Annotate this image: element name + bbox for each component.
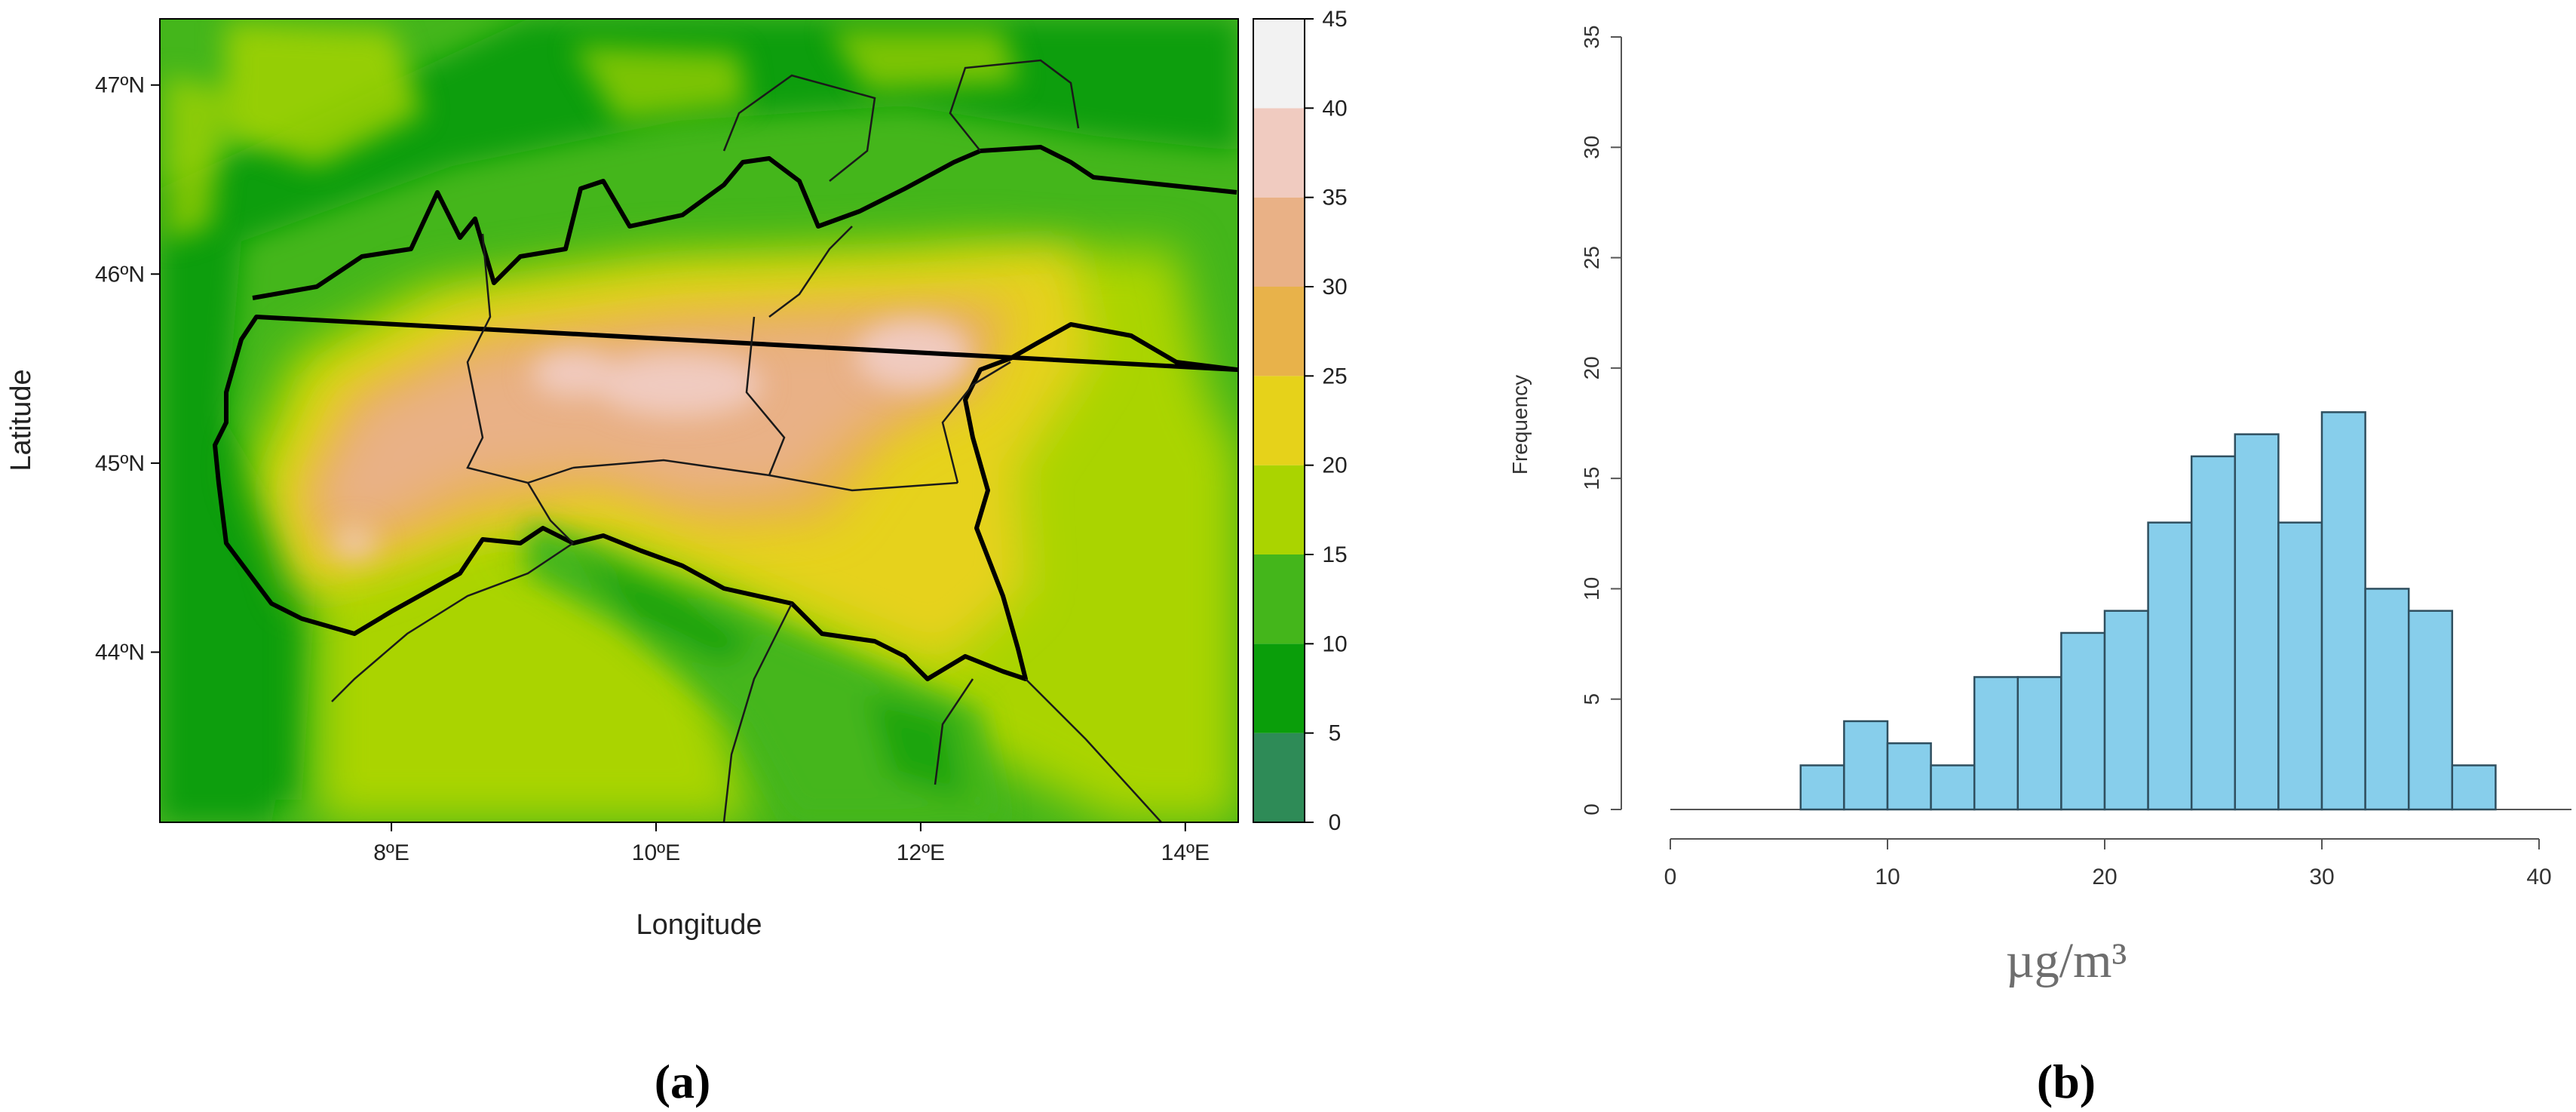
pink-zone [332, 321, 969, 560]
histogram-y-tick-label: 15 [1580, 467, 1603, 490]
colorbar-segment [1253, 733, 1305, 822]
colorbar-tick-label: 10 [1322, 631, 1347, 656]
histogram-x-tick-label: 0 [1664, 865, 1677, 889]
histogram-bar [2016, 676, 2062, 811]
histogram-bar [1930, 764, 1976, 811]
colorbar-segment [1253, 644, 1305, 733]
map-y-tick-label: 44ºN [95, 640, 145, 665]
histogram-y-tick-label: 25 [1580, 246, 1603, 269]
region-border [213, 145, 1238, 681]
histogram-bar [2451, 764, 2497, 811]
histogram-bar [2060, 631, 2106, 811]
histogram-y-tick-label: 20 [1580, 356, 1603, 379]
colorbar-frame [1253, 18, 1305, 823]
colorbar-tick-label: 40 [1322, 96, 1347, 121]
colorbar-tick-label: 5 [1329, 721, 1342, 746]
colorbar-tick-label: 45 [1322, 7, 1347, 32]
colorbar-segment [1253, 197, 1305, 287]
salmon-zone [317, 317, 980, 536]
histogram-x-tick-label: 30 [2309, 865, 2334, 889]
histogram-bar [1799, 764, 1845, 811]
histogram-y-tick-label: 0 [1580, 803, 1603, 816]
histogram-x-axis-label: µg/m³ [2006, 933, 2127, 988]
apennine-zone [528, 521, 1003, 822]
concentration-map [160, 19, 1238, 822]
histogram-bar [2364, 588, 2410, 811]
internal-border [331, 59, 1162, 822]
map-y-tick-label: 47ºN [95, 73, 145, 98]
colorbar-tick-label: 35 [1322, 186, 1347, 210]
colorbar-tick-label: 20 [1322, 453, 1347, 478]
map-y-axis-label: Latitude [5, 369, 37, 471]
map-x-tick-label: 8ºE [373, 840, 409, 865]
histogram-x-tick-label: 20 [2092, 865, 2117, 889]
map-panel: 0 5 10 15 20 25 30 35 40 45 8ºE 10ºE 12ºE 14ºE 44ºN 45… [5, 7, 1348, 941]
histogram-bar [2147, 521, 2193, 811]
map-y-tick-label: 46ºN [95, 262, 145, 287]
histogram-y-tick-label: 10 [1580, 577, 1603, 601]
histogram-bar [1843, 720, 1889, 811]
alpine-ridge-zone [166, 23, 1018, 241]
colorbar-segment [1253, 465, 1305, 554]
map-axes: 8ºE 10ºE 12ºE 14ºE 44ºN 45ºN 46ºN 47ºN [95, 73, 1210, 865]
histogram-y-tick-label: 30 [1580, 136, 1603, 159]
histogram-y-axis-label: Frequency [1508, 375, 1532, 475]
colorbar-tick-label: 25 [1322, 364, 1347, 389]
alpine-low-zone [160, 19, 1238, 822]
histogram-y-tick-label: 35 [1580, 25, 1603, 48]
histogram-bar [2190, 455, 2237, 811]
histogram-axes: 0 5 10 15 20 25 30 35 0 10 20 30 40 [1580, 25, 2552, 889]
histogram-bar [2320, 411, 2366, 811]
histogram-bar [1886, 742, 1932, 811]
histogram-bar [1973, 676, 2019, 811]
colorbar-tick-label: 15 [1322, 542, 1347, 567]
histogram-bars [1670, 411, 2571, 811]
map-x-tick-label: 12ºE [897, 840, 945, 865]
map-y-tick-label: 45ºN [95, 451, 145, 476]
histogram-x-tick-label: 40 [2526, 865, 2551, 889]
colorbar: 0 5 10 15 20 25 30 35 40 45 [1253, 7, 1348, 835]
colorbar-segment [1253, 554, 1305, 644]
colorbar-segment [1253, 108, 1305, 198]
colorbar-segment [1253, 376, 1305, 465]
panel-label-b: (b) [2037, 1055, 2096, 1108]
histogram-bar [2103, 610, 2149, 811]
histogram-bar [2407, 610, 2454, 811]
histogram-panel: 0 5 10 15 20 25 30 35 0 10 20 30 40 Frequency µg/m³ [1508, 25, 2571, 988]
colorbar-segment [1253, 287, 1305, 376]
histogram-x-tick-label: 10 [1875, 865, 1900, 889]
map-x-tick-label: 14ºE [1161, 840, 1210, 865]
histogram-bar [2234, 433, 2280, 811]
map-x-axis-label: Longitude [636, 909, 762, 941]
colorbar-tick-label: 0 [1329, 810, 1342, 835]
map-frame [159, 18, 1239, 823]
histogram-y-tick-label: 5 [1580, 693, 1603, 705]
colorbar-segment [1253, 19, 1305, 109]
colorbar-tick-label: 30 [1322, 275, 1347, 300]
histogram-bar [2277, 521, 2323, 811]
map-x-tick-label: 10ºE [632, 840, 680, 865]
panel-label-a: (a) [655, 1055, 711, 1108]
